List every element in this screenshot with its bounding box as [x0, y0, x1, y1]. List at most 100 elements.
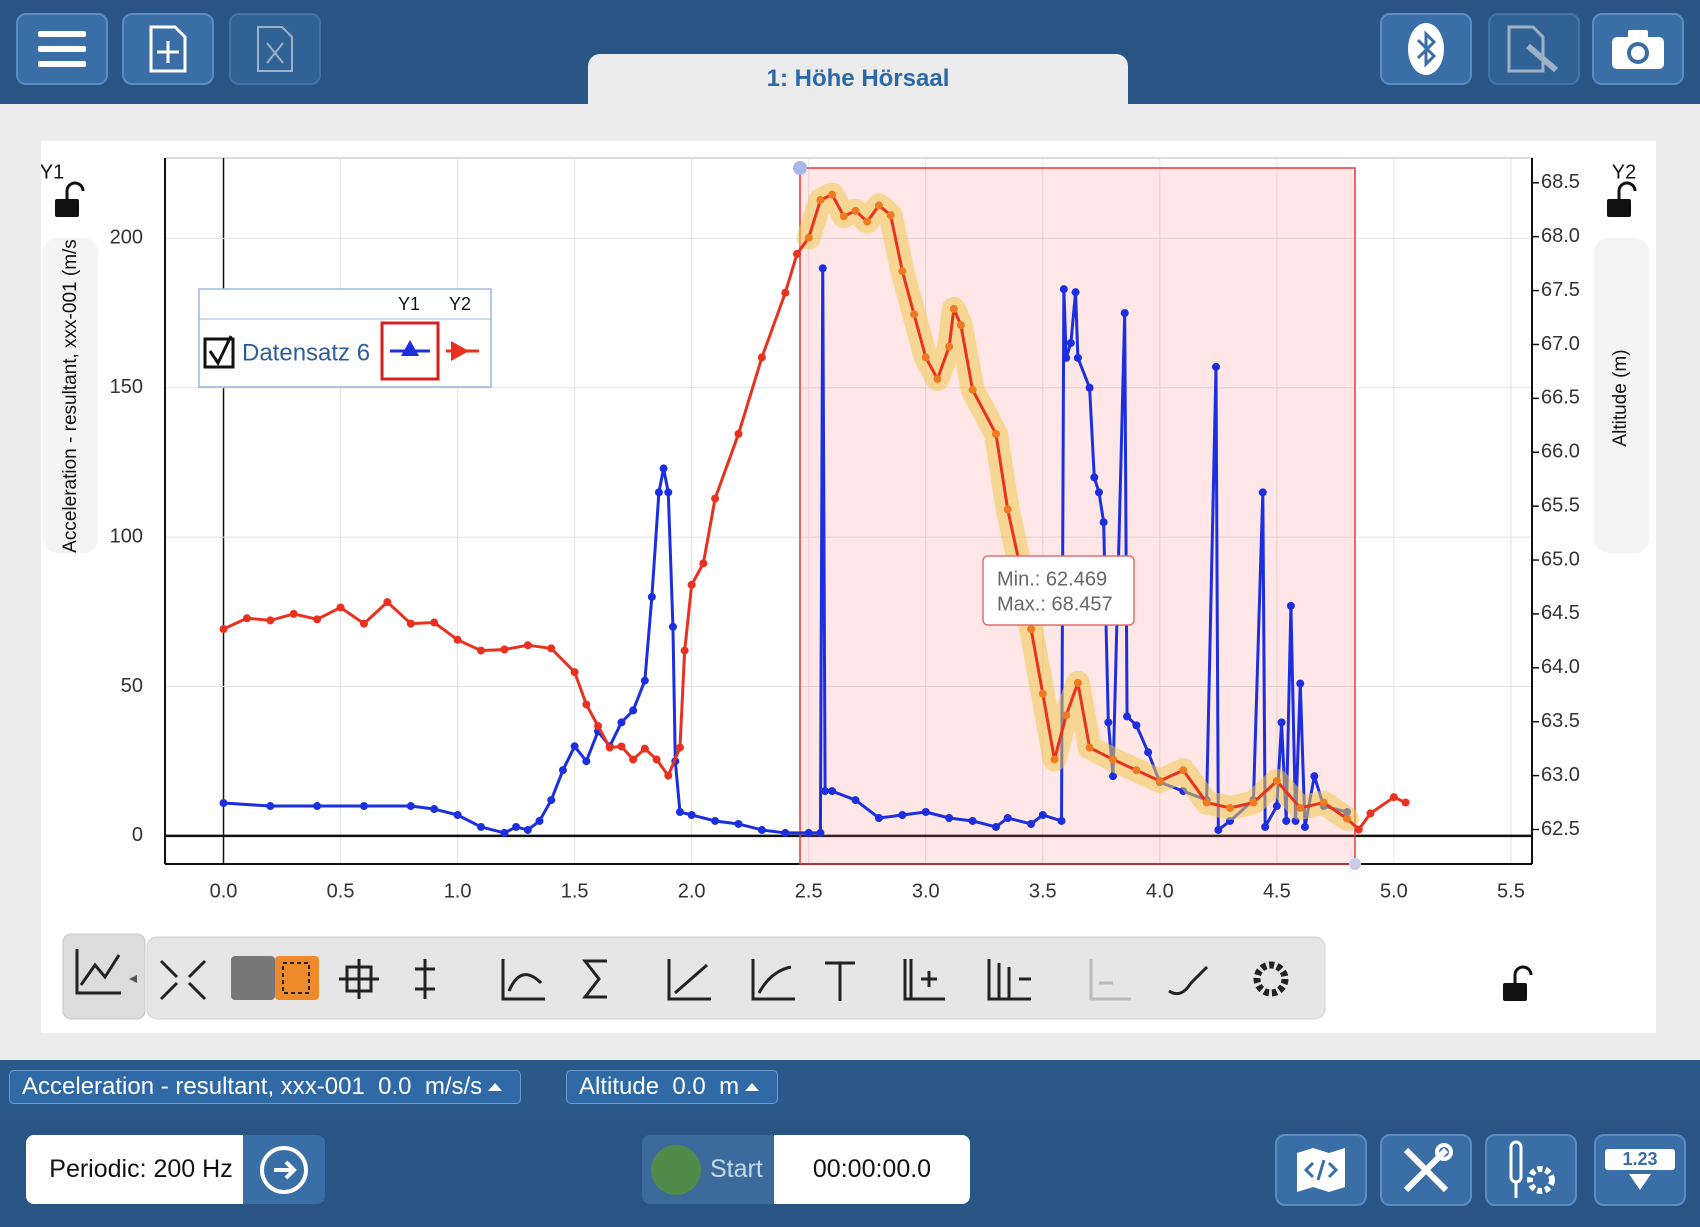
data-point — [1090, 473, 1099, 482]
code-button[interactable] — [1275, 1134, 1367, 1206]
tools-button[interactable] — [1380, 1134, 1472, 1206]
data-point — [547, 644, 556, 653]
x-tick-label: 5.5 — [1497, 880, 1525, 902]
data-point — [570, 668, 579, 677]
bluetooth-button[interactable] — [1380, 13, 1472, 85]
x-tick-label: 2.5 — [795, 880, 823, 902]
annotation: Max.: 68.457 — [997, 593, 1113, 615]
data-point — [1062, 353, 1071, 362]
data-point — [1099, 518, 1108, 527]
toolbar-icon — [159, 959, 207, 1001]
x-tick-label: 3.0 — [912, 880, 940, 902]
data-point — [313, 615, 322, 624]
toolbar-icon — [903, 959, 945, 1001]
start-button[interactable]: Start — [642, 1135, 774, 1204]
data-point — [781, 288, 790, 297]
display-button[interactable]: 1.23 — [1594, 1134, 1686, 1206]
data-point — [945, 342, 954, 351]
y-tick-label: 200 — [110, 227, 143, 249]
menu-button[interactable] — [16, 13, 108, 85]
y-tick-label: 150 — [110, 376, 143, 398]
toolbar-icon — [825, 961, 855, 1001]
selection-region — [799, 167, 1356, 865]
tools-icon — [1403, 1143, 1453, 1193]
data-point — [1109, 772, 1118, 781]
timer-display: 00:00:00.0 — [774, 1135, 970, 1204]
data-point — [687, 580, 696, 589]
data-point — [1296, 679, 1305, 688]
y-tick-label: 0 — [132, 824, 143, 846]
data-point — [430, 618, 439, 627]
data-point — [1071, 288, 1080, 297]
y-tick-label: 100 — [110, 525, 143, 547]
plot-frame — [164, 157, 1533, 865]
data-point — [313, 802, 322, 811]
chart: 0.0 0.5 1.0 1.5 2.0 2.5 3.0 3.5 4.0 4.5 5.0 5.5 0 50 1… — [40, 157, 1649, 1020]
data-point — [523, 825, 532, 834]
data-point — [582, 757, 591, 766]
y2-tick-label: 66.5 — [1541, 387, 1580, 409]
y2-tick-label: 68.0 — [1541, 225, 1580, 247]
new-button[interactable] — [122, 13, 214, 85]
lock-icon — [1503, 983, 1527, 1001]
legend-box — [198, 288, 492, 388]
data-point — [629, 755, 638, 764]
y2-axis-label: Altitude (m) — [1610, 349, 1631, 446]
data-point — [647, 592, 656, 601]
data-point — [711, 816, 720, 825]
sensor-settings-icon — [1509, 1140, 1555, 1198]
toolbar-icon — [231, 956, 275, 1000]
x-tick-label: 0.0 — [210, 880, 238, 902]
data-point — [910, 310, 919, 319]
data-point — [1038, 811, 1047, 820]
camera-icon — [1612, 30, 1664, 69]
x-tick-label: 1.5 — [561, 880, 589, 902]
timer-mode-button[interactable] — [243, 1135, 325, 1204]
data-point — [1003, 813, 1012, 822]
data-point — [406, 802, 415, 811]
data-point — [617, 742, 626, 751]
selection-handle — [793, 161, 807, 175]
data-point — [793, 249, 802, 258]
sensor-settings-button[interactable] — [1485, 1134, 1577, 1206]
data-point — [219, 625, 228, 634]
y-corner-label: Y1 — [41, 161, 64, 183]
data-point — [654, 488, 663, 497]
data-point — [734, 429, 743, 438]
export-icon — [1507, 25, 1558, 73]
data-point — [675, 808, 684, 817]
y2-tick-label: 64.0 — [1541, 656, 1580, 678]
data-point — [921, 808, 930, 817]
data-point — [664, 488, 673, 497]
data-point — [1132, 721, 1141, 730]
y2-label-pill — [1594, 238, 1649, 553]
data-point — [1059, 285, 1068, 294]
data-point — [558, 766, 567, 775]
sensor-pill[interactable]: Altitude 0.0 m — [566, 1070, 779, 1104]
data-point — [1132, 766, 1141, 775]
toolbar-icon — [501, 959, 545, 1001]
data-point — [886, 211, 895, 220]
tab-title[interactable]: 1: Höhe Hörsaal — [588, 54, 1128, 104]
close-button[interactable] — [229, 13, 321, 85]
export-button[interactable] — [1488, 13, 1580, 85]
data-point — [359, 802, 368, 811]
data-point — [1073, 353, 1082, 362]
y-label-pill — [43, 238, 98, 553]
data-point — [1123, 712, 1132, 721]
timer-icon — [260, 1145, 308, 1194]
camera-button[interactable] — [1592, 13, 1684, 85]
annotation: Min.: 62.469 — [997, 568, 1107, 590]
data-point — [757, 825, 766, 834]
y2-tick-label: 66.0 — [1541, 441, 1580, 463]
sensor-text: Acceleration - resultant, xxx-001 0.0 m/… — [22, 1073, 483, 1100]
data-point — [500, 645, 509, 654]
data-point — [1057, 816, 1066, 825]
display-arrow — [1629, 1173, 1651, 1190]
y2-corner-label: Y2 — [1612, 161, 1636, 183]
toolbar-icon — [581, 959, 607, 999]
rate-field[interactable]: Periodic: 200 Hz — [26, 1135, 256, 1204]
data-point — [1401, 798, 1410, 807]
sensor-pill[interactable]: Acceleration - resultant, xxx-001 0.0 m/… — [9, 1070, 522, 1104]
data-point — [816, 196, 825, 205]
